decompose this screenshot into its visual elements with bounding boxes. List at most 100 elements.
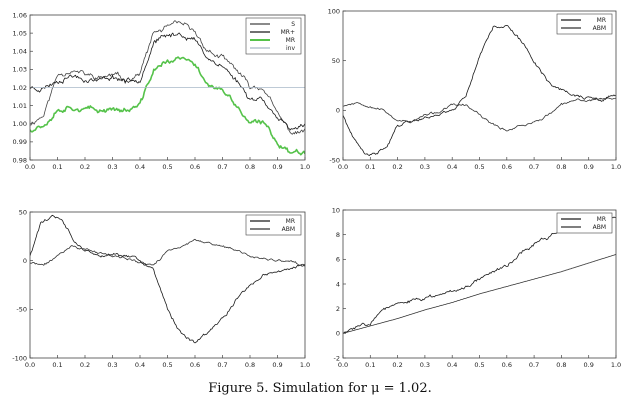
series-line-abm	[343, 254, 616, 334]
series-group	[30, 214, 305, 344]
x-tick-label: 0.2	[80, 163, 90, 171]
legend-label: S	[291, 21, 295, 28]
legend-box	[556, 13, 613, 35]
y-tick-label: 1.04	[13, 48, 27, 56]
series-group	[30, 20, 305, 156]
y-tick-label: 0	[336, 107, 340, 115]
y-tick-label: 1.02	[13, 84, 27, 92]
legend-label: MR	[286, 218, 295, 225]
y-tick-label: 0	[23, 257, 27, 265]
y-tick-label: -2	[334, 354, 340, 362]
y-tick-label: 100	[328, 7, 340, 15]
x-tick-label: 0.2	[392, 361, 402, 369]
x-tick-label: 0.3	[420, 361, 430, 369]
x-tick-label: 0.4	[447, 361, 457, 369]
x-tick-label: 0.7	[529, 361, 539, 369]
x-tick-label: 0.0	[25, 361, 35, 369]
legend-label: ABM	[282, 226, 295, 233]
series-group	[343, 24, 616, 157]
x-tick-label: 0.1	[365, 163, 375, 171]
x-tick-label: 0.6	[502, 163, 512, 171]
legend-label: MR+	[281, 29, 295, 36]
x-tick-label: 0.5	[162, 163, 172, 171]
series-line-mr	[30, 56, 305, 156]
series-group	[343, 216, 616, 334]
legend-label: MR	[286, 37, 295, 44]
x-tick-label: 0.1	[365, 361, 375, 369]
x-tick-label: 0.7	[217, 361, 227, 369]
x-tick-label: 0.9	[584, 163, 594, 171]
chart-panel-1: 0.0 0.1 0.2 0.3 0.4 0.5 0.6 0.7 0.8 0.9 1.0 0.98 0.9…	[13, 11, 311, 171]
y-tick-label: 1.05	[13, 29, 27, 37]
x-tick-label: 0.5	[162, 361, 172, 369]
x-tick-label: 0.6	[502, 361, 512, 369]
x-tick-label: 0.9	[272, 361, 282, 369]
x-tick-label: 1.0	[300, 163, 310, 171]
x-tick-label: 0.4	[135, 163, 145, 171]
x-tick-label: 1.0	[611, 163, 621, 171]
x-tick-label: 0.8	[556, 163, 566, 171]
y-tick-label: -100	[12, 354, 27, 362]
x-tick-label: 0.2	[80, 361, 90, 369]
legend-label: MR	[597, 216, 606, 223]
legend-label: ABM	[593, 25, 606, 32]
chart-panel-3: 0.0 0.1 0.2 0.3 0.4 0.5 0.6 0.7 0.8 0.9 1.0 -100 -50…	[12, 208, 310, 369]
y-tick-label: 1.03	[13, 66, 27, 74]
y-tick-label: 0	[336, 330, 340, 338]
x-tick-label: 0.4	[447, 163, 457, 171]
x-tick-label: 0.5	[474, 163, 484, 171]
series-line-s	[30, 20, 305, 135]
x-tick-label: 0.3	[107, 163, 117, 171]
y-tick-label: -50	[16, 306, 27, 314]
y-tick-label: 50	[19, 208, 27, 216]
y-tick-label: 10	[332, 206, 340, 214]
chart-panel-2: 0.0 0.1 0.2 0.3 0.4 0.5 0.6 0.7 0.8 0.9 1.0 -50 0 50 1…	[328, 7, 622, 171]
x-tick-label: 0.4	[135, 361, 145, 369]
figure-panels: 0.0 0.1 0.2 0.3 0.4 0.5 0.6 0.7 0.8 0.9 1.00.980.9…	[12, 7, 622, 369]
y-tick-label: 1.06	[13, 11, 27, 19]
x-tick-label: 0.0	[338, 361, 348, 369]
y-tick-label: 50	[332, 57, 340, 65]
series-line-abm	[343, 97, 616, 132]
x-tick-label: 0.3	[107, 361, 117, 369]
series-line-abm	[30, 238, 305, 266]
y-tick-label: 0.98	[13, 156, 27, 164]
legend-label: ABM	[593, 224, 606, 231]
y-tick-label: -50	[329, 156, 340, 164]
x-tick-label: 0.6	[190, 163, 200, 171]
x-tick-label: 1.0	[300, 361, 310, 369]
x-tick-label: 0.1	[52, 163, 62, 171]
x-tick-label: 0.5	[474, 361, 484, 369]
x-tick-label: 0.8	[556, 361, 566, 369]
y-tick-label: 2	[336, 305, 340, 313]
series-line-mr	[343, 216, 616, 334]
legend-box	[245, 214, 302, 236]
series-line-mr-	[30, 32, 305, 131]
y-tick-label: 8	[336, 231, 340, 239]
figure-caption: Figure 5. Simulation for μ = 1.02.	[208, 381, 432, 396]
x-tick-label: 0.6	[190, 361, 200, 369]
y-tick-label: 6	[336, 256, 340, 264]
x-tick-label: 0.7	[217, 163, 227, 171]
y-tick-label: 0.99	[13, 138, 27, 146]
y-tick-label: 1.00	[13, 120, 27, 128]
x-tick-label: 0.9	[272, 163, 282, 171]
x-tick-label: 0.8	[245, 163, 255, 171]
x-tick-label: 0.7	[529, 163, 539, 171]
x-tick-label: 0.0	[338, 163, 348, 171]
x-tick-label: 1.0	[611, 361, 621, 369]
x-tick-label: 0.1	[52, 361, 62, 369]
x-tick-label: 0.3	[420, 163, 430, 171]
x-tick-label: 0.2	[392, 163, 402, 171]
x-tick-label: 0.0	[25, 163, 35, 171]
legend-label: inv	[286, 45, 295, 52]
series-line-mr	[343, 24, 616, 157]
y-tick-label: 4	[336, 280, 340, 288]
x-tick-label: 0.8	[245, 361, 255, 369]
chart-panel-4: 0.0 0.1 0.2 0.3 0.4 0.5 0.6 0.7 0.8 0.9 1.0 -2 0 2 4 6 8…	[332, 206, 621, 369]
legend-label: MR	[597, 17, 606, 24]
